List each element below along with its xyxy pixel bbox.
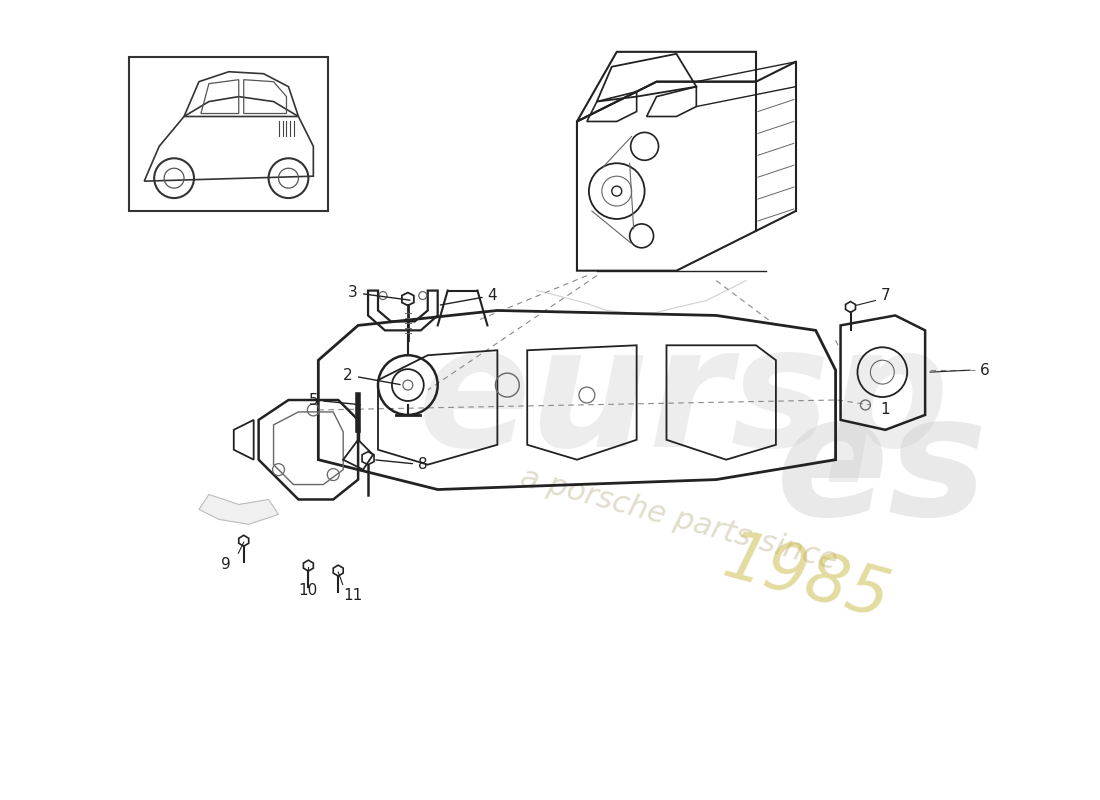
Text: 6: 6 (980, 362, 990, 378)
Text: 2: 2 (343, 368, 400, 385)
Text: 9: 9 (221, 557, 231, 572)
Text: 1985: 1985 (716, 526, 896, 633)
Polygon shape (199, 494, 278, 524)
Bar (130, 57, 328, 211)
Text: 3: 3 (349, 285, 410, 300)
Text: 1: 1 (880, 402, 890, 418)
Text: 5: 5 (308, 393, 361, 407)
Text: 10: 10 (299, 583, 318, 598)
Text: eursp: eursp (418, 318, 950, 482)
Text: 4: 4 (440, 288, 497, 305)
Text: 11: 11 (343, 589, 363, 603)
Text: es: es (776, 388, 988, 551)
Text: 8: 8 (376, 457, 428, 472)
Text: a porsche parts since: a porsche parts since (517, 463, 840, 576)
Text: 7: 7 (880, 288, 890, 303)
